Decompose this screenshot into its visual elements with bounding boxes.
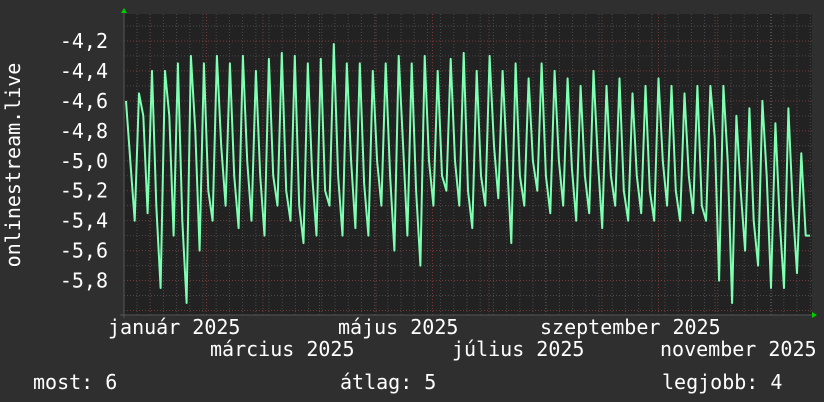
x-tick-label: július 2025 xyxy=(452,337,584,361)
y-tick-label: -5,2 xyxy=(60,179,108,203)
y-tick-label: -4,6 xyxy=(60,89,108,113)
x-tick-label: május 2025 xyxy=(338,315,458,339)
legend-best: legjobb: 4 xyxy=(662,370,783,394)
x-tick-label: március 2025 xyxy=(210,337,355,361)
x-axis-arrow-icon xyxy=(812,312,817,318)
x-tick-label: január 2025 xyxy=(108,315,240,339)
y-tick-label: -5,4 xyxy=(60,209,108,233)
x-tick-label: november 2025 xyxy=(660,337,817,361)
legend-current: most: 6 xyxy=(33,370,118,394)
y-tick-label: -4,2 xyxy=(60,29,108,53)
y-axis-label: onlinestream.live xyxy=(1,63,25,268)
y-tick-labels: -4,2 -4,4 -4,6 -4,8 -5,0 -5,2 -5,4 -5,6 -5,8 xyxy=(60,29,108,293)
y-tick-label: -5,0 xyxy=(60,149,108,173)
y-tick-label: -4,8 xyxy=(60,119,108,143)
x-tick-label: szeptember 2025 xyxy=(540,315,721,339)
y-tick-label: -5,6 xyxy=(60,239,108,263)
y-axis-arrow-icon xyxy=(121,8,127,13)
y-tick-label: -5,8 xyxy=(60,269,108,293)
legend-average: átlag: 5 xyxy=(340,370,437,394)
y-tick-label: -4,4 xyxy=(60,59,108,83)
series-line xyxy=(125,43,810,304)
